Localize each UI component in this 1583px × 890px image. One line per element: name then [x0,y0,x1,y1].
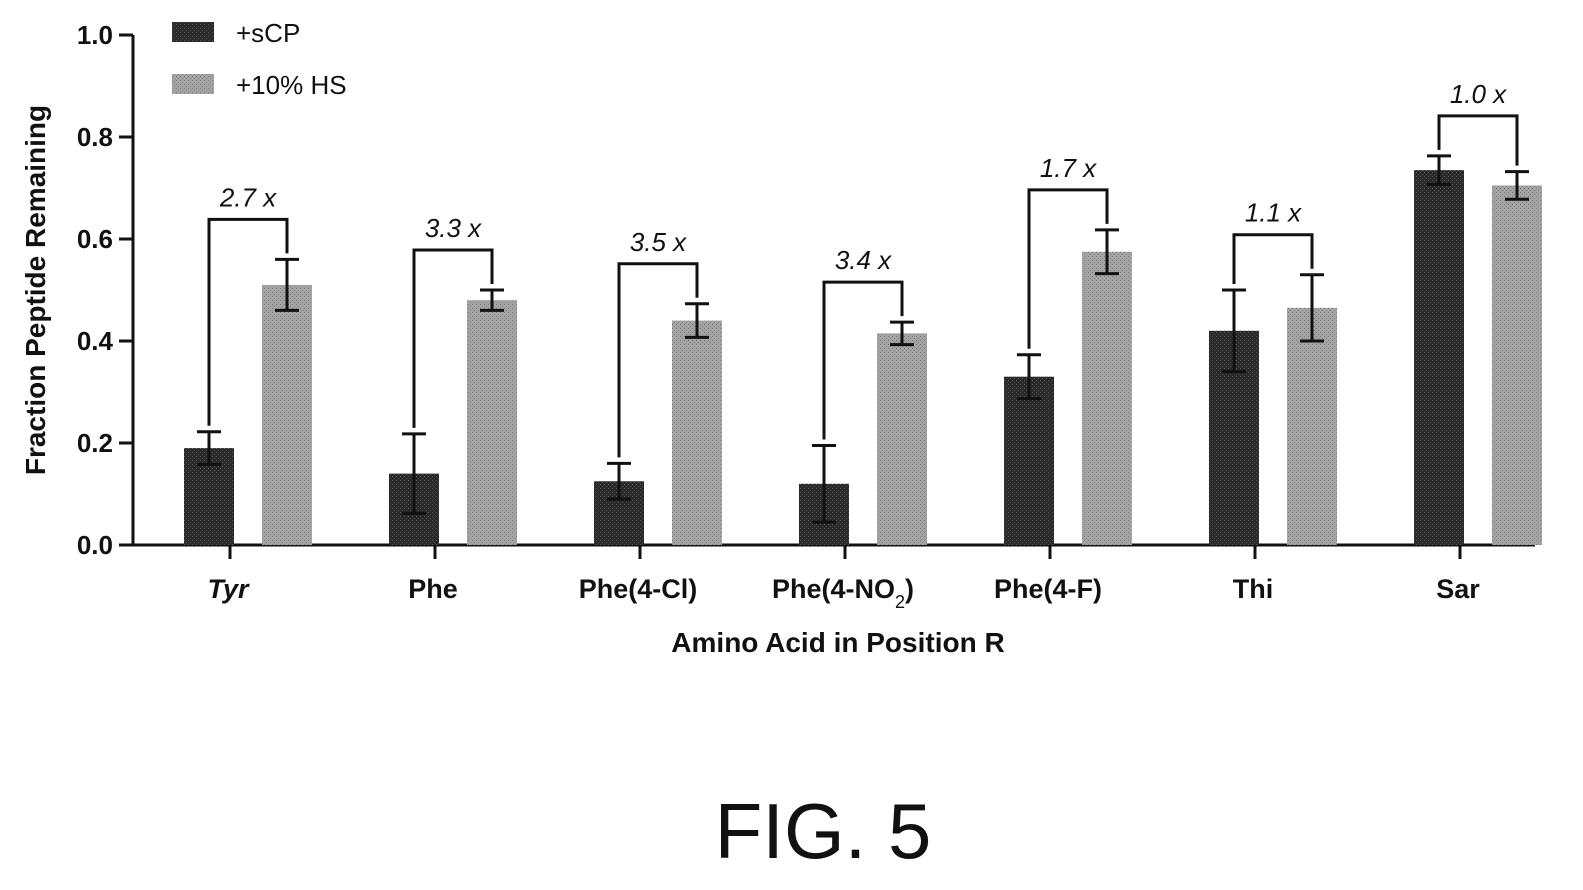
category-label: Sar [1436,574,1480,604]
bar-hs [262,284,312,545]
fold-change-bracket [822,280,904,440]
bar-scp [1414,170,1464,545]
fold-change-bracket [617,262,699,458]
fold-change-bracket [1027,188,1109,349]
bar-hs [467,300,517,545]
y-tick-label: 1.0 [77,20,113,50]
error-bar [1505,170,1529,201]
fold-change-bracket [207,217,289,426]
fold-change-label: 3.5 x [630,227,687,257]
x-axis-title: Amino Acid in Position R [671,627,1004,658]
category-labels: Tyr Phe Phe(4-Cl) Phe(4-NO2) Phe(4-F) Thi Sar [207,574,1480,612]
error-bar [1017,353,1041,401]
fold-change-label: 2.7 x [219,182,277,212]
bar-hs [877,333,927,545]
y-ticks: 0.0 0.2 0.4 0.6 0.8 1.0 [77,20,133,560]
error-bars [197,154,1529,524]
figure-caption: FIG. 5 [715,787,932,875]
fold-change-bracket [1232,233,1314,284]
category-label: Phe(4-Cl) [579,574,698,604]
category-label: Phe(4-NO2) [772,574,914,612]
y-tick-label: 0.0 [77,530,113,560]
error-bar [402,432,426,515]
bar-hs [1492,185,1542,545]
error-bar [1427,154,1451,186]
error-bar [1095,228,1119,276]
fold-change-label: 1.7 x [1040,153,1097,183]
error-bar [890,320,914,347]
legend: +sCP +10% HS [172,18,347,100]
error-bar [197,430,221,466]
error-bar [607,461,631,501]
y-axis-title: Fraction Peptide Remaining [20,105,51,475]
fold-change-bracket [1437,114,1519,166]
fold-change-label: 3.4 x [835,245,892,275]
error-bar [812,444,836,524]
error-bar [480,288,504,312]
error-bar [685,302,709,339]
category-label: Tyr [207,574,250,604]
legend-swatch-scp [172,22,214,42]
bar-hs [1287,307,1337,545]
bar-hs [672,320,722,545]
category-label: Phe [408,574,458,604]
error-bar [1222,288,1246,374]
fold-change-label: 1.1 x [1245,198,1302,228]
error-bar [1300,273,1324,343]
legend-label-hs: +10% HS [236,70,347,100]
legend-label-scp: +sCP [236,18,300,48]
fold-change-brackets: 2.7 x 3.3 x 3.5 x 3.4 x 1.7 x 1.1 x 1.0 x [207,79,1519,458]
y-tick-label: 0.6 [77,224,113,254]
error-bar [275,257,299,312]
legend-swatch-hs [172,74,214,94]
y-tick-label: 0.8 [77,122,113,152]
bar-hs [1082,251,1132,545]
fold-change-label: 1.0 x [1450,79,1507,109]
fold-change-bracket [412,248,494,428]
category-label: Phe(4-F) [994,574,1102,604]
y-tick-label: 0.2 [77,428,113,458]
x-ticks [228,545,1462,559]
bar-scp [1004,376,1054,545]
y-tick-label: 0.4 [77,326,114,356]
bars [184,170,1542,545]
fold-change-label: 3.3 x [425,213,482,243]
category-label: Thi [1233,574,1274,604]
